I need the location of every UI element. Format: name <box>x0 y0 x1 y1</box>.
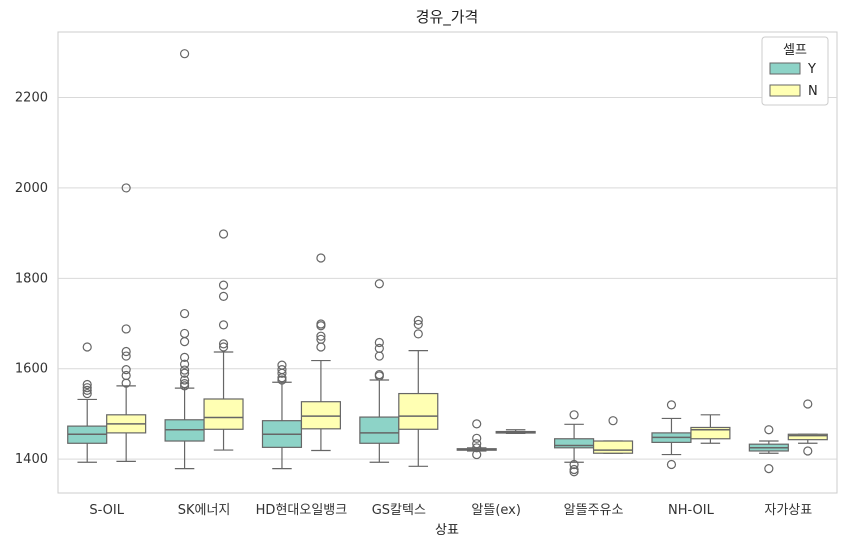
outlier-point <box>218 229 229 239</box>
legend-swatch-y <box>769 62 801 75</box>
outlier-point <box>472 419 482 429</box>
x-tick-label: HD현대오일뱅크 <box>256 503 348 518</box>
outlier-point <box>277 365 287 375</box>
outlier-point <box>121 365 131 375</box>
x-tick-label: 자가상표 <box>764 503 812 518</box>
outlier-point <box>218 342 229 352</box>
y-tick-label: 1800 <box>15 271 48 286</box>
outlier-point <box>179 379 190 389</box>
outlier-point <box>179 368 190 378</box>
outlier-point <box>179 328 190 339</box>
outlier-point <box>82 388 92 399</box>
outlier-point <box>121 324 131 334</box>
legend: 셀프 Y N <box>761 36 829 106</box>
box-iqr <box>203 398 244 430</box>
y-axis-ticks: 1400 1600 1800 2000 2200 <box>15 91 48 468</box>
outlier-point <box>374 343 384 353</box>
outlier-point <box>569 459 579 470</box>
outlier-point <box>666 459 677 470</box>
y-tick-label: 2200 <box>15 91 48 106</box>
x-tick-label: S-OIL <box>89 503 124 518</box>
outlier-point <box>472 439 482 449</box>
outlier-point <box>179 375 190 385</box>
box-iqr <box>554 438 595 449</box>
x-tick-label: 알뜰주유소 <box>564 503 624 518</box>
x-tick-label: SK에너지 <box>178 503 231 518</box>
y-tick-label: 1600 <box>15 362 48 377</box>
chart-title: 경유_가격 <box>416 8 479 27</box>
outlier-point <box>277 360 287 370</box>
x-tick-label: NH-OIL <box>668 503 715 518</box>
box-series <box>67 49 828 477</box>
outlier-point <box>374 337 384 348</box>
legend-label-y: Y <box>807 62 816 77</box>
outlier-point <box>472 433 482 443</box>
outlier-point <box>121 351 131 361</box>
outlier-point <box>569 410 579 420</box>
outlier-point <box>179 49 190 59</box>
outlier-point <box>569 464 579 475</box>
outlier-point <box>413 315 423 325</box>
legend-label-n: N <box>808 84 818 99</box>
outlier-point <box>374 279 384 289</box>
outlier-point <box>316 253 326 263</box>
y-tick-label: 1400 <box>15 452 48 467</box>
outlier-point <box>472 443 482 453</box>
outlier-point <box>472 449 482 460</box>
box-iqr <box>300 401 341 430</box>
outlier-point <box>316 319 326 329</box>
outlier-point <box>121 370 131 381</box>
box-iqr <box>787 433 828 441</box>
box-iqr <box>398 392 439 430</box>
outlier-point <box>121 346 131 357</box>
outlier-point <box>179 359 190 369</box>
outlier-point <box>218 320 229 330</box>
outlier-point <box>218 339 229 349</box>
x-tick-label: GS칼텍스 <box>372 503 426 518</box>
outlier-point <box>316 331 326 341</box>
outlier-point <box>413 329 423 339</box>
x-axis-title: 상표 <box>435 523 459 538</box>
outlier-point <box>803 399 813 409</box>
outlier-point <box>666 400 677 410</box>
plot-area <box>57 31 838 494</box>
legend-swatch-n <box>769 84 801 97</box>
outlier-point <box>82 379 92 390</box>
outlier-point <box>218 280 229 290</box>
box-iqr <box>592 440 634 454</box>
outlier-point <box>82 342 92 352</box>
outlier-point <box>179 352 190 363</box>
outlier-point <box>121 183 131 193</box>
outlier-point <box>179 365 190 375</box>
x-tick-label: 알뜰(ex) <box>471 503 521 518</box>
outlier-point <box>608 416 618 426</box>
x-axis-ticks: S-OIL SK에너지 HD현대오일뱅크 GS칼텍스 알뜰(ex) 알뜰주유소 NH-OIL… <box>89 503 812 518</box>
outlier-point <box>82 383 92 393</box>
outlier-point <box>316 334 326 344</box>
outlier-point <box>764 425 774 435</box>
y-tick-label: 2000 <box>15 181 48 196</box>
legend-title: 셀프 <box>783 43 807 58</box>
outlier-point <box>764 463 774 474</box>
outlier-point <box>803 446 813 456</box>
outlier-point <box>413 319 423 330</box>
box-iqr <box>690 426 731 440</box>
outlier-point <box>218 291 229 301</box>
outlier-point <box>82 385 92 396</box>
box-iqr <box>359 416 400 444</box>
outlier-point <box>374 369 384 380</box>
outlier-point <box>179 308 190 319</box>
